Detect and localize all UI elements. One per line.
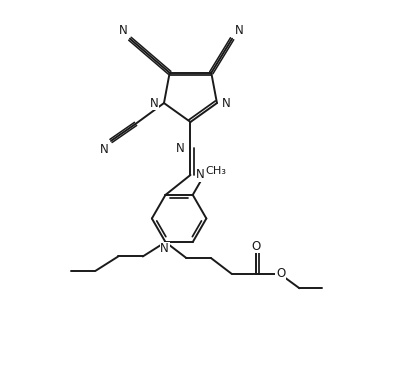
Text: N: N	[196, 169, 205, 182]
Text: CH₃: CH₃	[205, 166, 226, 176]
Text: N: N	[100, 143, 109, 156]
Text: N: N	[160, 242, 169, 255]
Text: N: N	[176, 142, 185, 155]
Text: N: N	[222, 96, 231, 109]
Text: O: O	[276, 267, 285, 280]
Text: O: O	[251, 240, 261, 253]
Text: N: N	[119, 24, 127, 37]
Text: N: N	[234, 24, 243, 37]
Text: N: N	[150, 96, 159, 109]
